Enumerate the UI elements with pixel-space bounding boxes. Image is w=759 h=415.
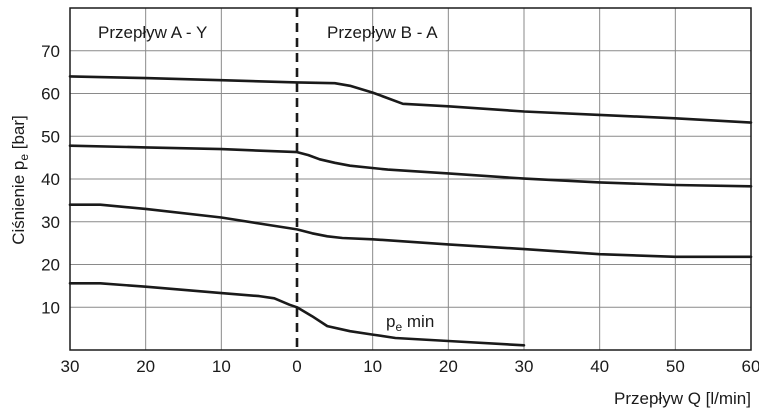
x-tick-label: 30 (515, 357, 534, 376)
x-tick-label: 50 (666, 357, 685, 376)
y-tick-labels: 10 20 30 40 50 60 70 (41, 42, 60, 318)
series-label-subscript: e (395, 320, 402, 334)
x-tick-labels: 30 20 10 0 10 20 30 40 50 60 (61, 357, 759, 376)
x-axis-label: Przepływ Q [l/min] (614, 389, 751, 408)
series-label-rest: min (402, 312, 434, 331)
grid-lines (70, 8, 751, 350)
series-curve-1 (68, 75, 753, 124)
series-curve-3 (68, 203, 753, 259)
x-tick-label: 0 (292, 357, 301, 376)
series-curve-4 (68, 281, 526, 347)
y-tick-label: 70 (41, 42, 60, 61)
y-axis-label: Ciśnienie pe [bar] (9, 115, 31, 245)
series-curve-2 (68, 144, 753, 188)
x-tick-label: 40 (590, 357, 609, 376)
series-label-pe-min: pe min (386, 312, 434, 334)
region-label-b-a: Przepływ B - A (327, 23, 438, 42)
x-tick-label: 60 (742, 357, 759, 376)
y-tick-label: 30 (41, 213, 60, 232)
plot-frame (69, 7, 752, 351)
x-tick-label: 20 (136, 357, 155, 376)
y-axis-label-unit: [bar] (9, 115, 28, 154)
y-tick-label: 60 (41, 85, 60, 104)
y-tick-label: 50 (41, 127, 60, 146)
x-tick-label: 20 (439, 357, 458, 376)
series-curves (68, 75, 753, 347)
x-tick-label: 30 (61, 357, 80, 376)
y-tick-label: 10 (41, 298, 60, 317)
region-label-a-y: Przepływ A - Y (98, 23, 207, 42)
x-tick-label: 10 (212, 357, 231, 376)
y-tick-label: 40 (41, 170, 60, 189)
x-tick-label: 10 (363, 357, 382, 376)
y-tick-label: 20 (41, 256, 60, 275)
y-axis-label-main: Ciśnienie p (9, 161, 28, 245)
series-label-main: p (386, 312, 395, 331)
y-axis-label-subscript: e (17, 154, 31, 161)
